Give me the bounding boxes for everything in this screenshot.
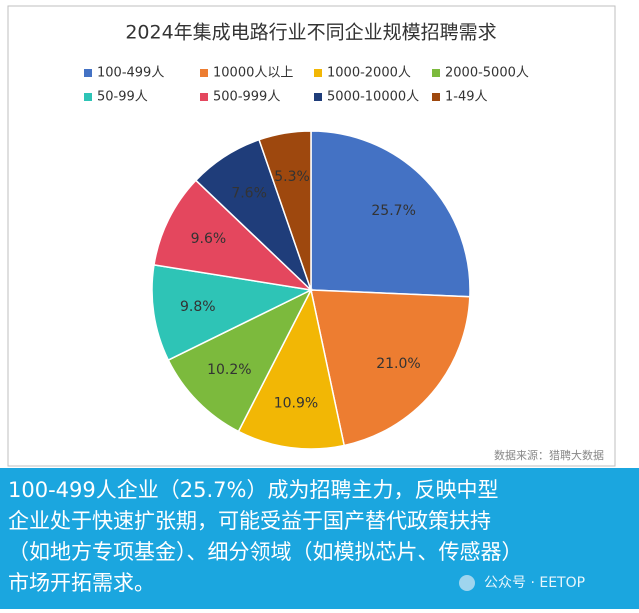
legend-swatch bbox=[314, 93, 322, 101]
legend-swatch bbox=[200, 93, 208, 101]
data-label: 5.3% bbox=[274, 169, 310, 185]
legend-swatch bbox=[314, 69, 322, 77]
legend-label: 500-999人 bbox=[213, 90, 280, 105]
legend-label: 100-499人 bbox=[97, 66, 164, 81]
caption-line: 市场开拓需求。 bbox=[8, 571, 155, 595]
legend-label: 5000-10000人 bbox=[327, 90, 419, 105]
legend-swatch bbox=[432, 69, 440, 77]
pie-slice bbox=[310, 289, 471, 447]
data-label: 10.2% bbox=[207, 362, 251, 378]
pie-slice bbox=[237, 287, 346, 450]
chart-title: 2024年集成电路行业不同企业规模招聘需求 bbox=[125, 22, 496, 44]
legend-label: 1000-2000人 bbox=[327, 66, 411, 81]
pie-slice bbox=[167, 288, 313, 433]
legend-label: 1-49人 bbox=[445, 90, 488, 105]
data-label: 9.6% bbox=[191, 231, 227, 247]
legend-swatch bbox=[84, 93, 92, 101]
data-label: 10.9% bbox=[274, 395, 318, 411]
pie-slice bbox=[258, 130, 312, 291]
legend-label: 2000-5000人 bbox=[445, 66, 529, 81]
data-label: 25.7% bbox=[371, 203, 415, 219]
legend-swatch bbox=[200, 69, 208, 77]
caption-line: 100-499人企业（25.7%）成为招聘主力，反映中型 bbox=[8, 478, 498, 502]
legend-swatch bbox=[84, 69, 92, 77]
data-label: 7.6% bbox=[231, 186, 267, 202]
caption-line: （如地方专项基金）、细分领域（如模拟芯片、传感器） bbox=[8, 540, 523, 564]
pie-slice bbox=[310, 130, 471, 298]
caption-line: 企业处于快速扩张期，可能受益于国产替代政策扶持 bbox=[8, 509, 491, 533]
data-label: 9.8% bbox=[180, 299, 216, 315]
watermark: 公众号 · EETOP bbox=[484, 575, 585, 591]
pie-slice bbox=[153, 179, 314, 292]
legend-swatch bbox=[432, 93, 440, 101]
pie-slice bbox=[151, 264, 314, 362]
legend-label: 10000人以上 bbox=[213, 66, 293, 81]
caption-box bbox=[0, 468, 639, 609]
source-note: 数据来源：猎聘大数据 bbox=[494, 448, 604, 462]
data-label: 21.0% bbox=[376, 356, 420, 372]
legend-label: 50-99人 bbox=[97, 90, 148, 105]
watermark-icon bbox=[459, 575, 475, 591]
